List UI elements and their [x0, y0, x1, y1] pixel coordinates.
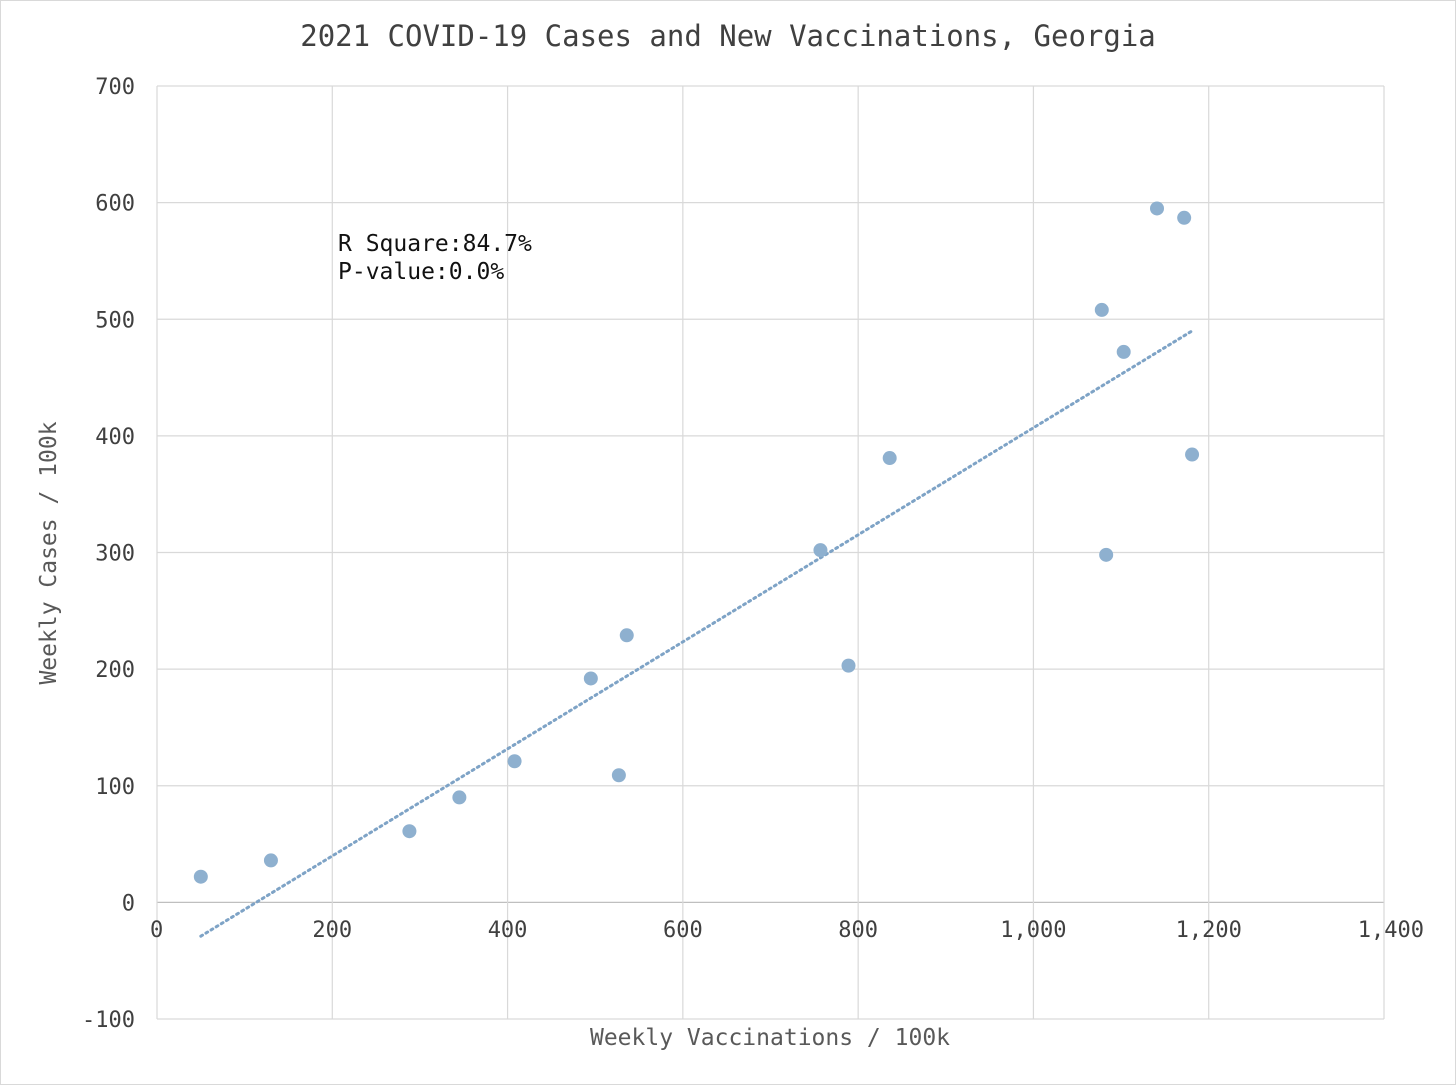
data-point	[1185, 447, 1200, 462]
y-tick-label: 400	[95, 425, 135, 450]
trendline	[199, 329, 1194, 938]
data-points	[193, 201, 1200, 884]
data-point	[1116, 344, 1131, 359]
p-value-annotation: P-value:0.0%	[338, 259, 504, 285]
data-point	[402, 824, 417, 839]
data-point	[1099, 547, 1114, 562]
x-tick-label: 1,200	[1176, 918, 1242, 943]
data-point	[619, 628, 634, 643]
data-point	[452, 790, 467, 805]
x-tick-label: 1,000	[1000, 918, 1066, 943]
x-tick-label: 400	[488, 918, 528, 943]
data-point	[1150, 201, 1165, 216]
y-tick-labels: 700 600 500 400 300 200 100 0 -100	[82, 75, 135, 1033]
x-tick-label: 0	[150, 918, 163, 943]
data-point	[263, 853, 278, 868]
x-tick-label: 800	[838, 918, 878, 943]
data-point	[1094, 302, 1109, 317]
x-axis-label: Weekly Vaccinations / 100k	[590, 1025, 950, 1051]
y-tick-label: 300	[95, 542, 135, 567]
y-tick-label: 600	[95, 192, 135, 217]
x-tick-label: 200	[312, 918, 352, 943]
y-tick-label: 0	[122, 891, 135, 916]
data-point	[507, 754, 522, 769]
y-tick-label: -100	[82, 1008, 135, 1033]
y-tick-label: 500	[95, 308, 135, 333]
data-point	[193, 869, 208, 884]
x-tick-label: 600	[663, 918, 703, 943]
y-tick-label: 700	[95, 75, 135, 100]
data-point	[882, 451, 897, 466]
r-square-annotation: R Square:84.7%	[338, 231, 532, 257]
x-tick-label: 1,400	[1358, 918, 1424, 943]
y-axis-label: Weekly Cases / 100k	[36, 421, 62, 684]
x-tick-labels: 0 200 400 600 800 1,000 1,200 1,400	[150, 918, 1424, 943]
data-point	[813, 543, 828, 558]
grid-lines	[156, 85, 1385, 1020]
data-point	[1177, 210, 1192, 225]
y-tick-label: 200	[95, 658, 135, 683]
y-tick-label: 100	[95, 775, 135, 800]
chart-title: 2021 COVID-19 Cases and New Vaccinations…	[300, 19, 1156, 53]
data-point	[583, 671, 598, 686]
data-point	[841, 658, 856, 673]
data-point	[611, 768, 626, 783]
